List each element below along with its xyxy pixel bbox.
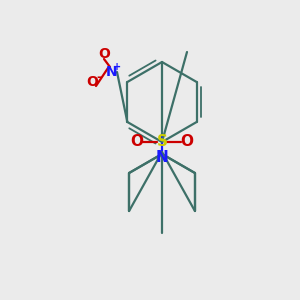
Text: O: O (181, 134, 194, 149)
Text: -: - (96, 70, 102, 83)
Text: N: N (106, 65, 118, 79)
Text: O: O (86, 75, 98, 89)
Text: +: + (113, 62, 121, 72)
Text: O: O (130, 134, 143, 149)
Text: S: S (157, 134, 167, 149)
Text: O: O (98, 47, 110, 61)
Text: N: N (156, 149, 168, 164)
